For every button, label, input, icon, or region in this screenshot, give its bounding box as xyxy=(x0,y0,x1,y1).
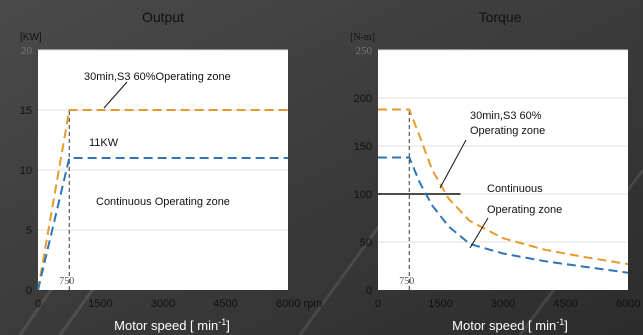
x-axis-label-text: Motor speed [ min xyxy=(114,318,218,333)
s3-annotation-pointer xyxy=(103,81,128,109)
continuous-annotation: Continuous Operating zone xyxy=(96,196,230,208)
s3-torque-curve xyxy=(378,108,629,266)
x-axis-label-suffix: ] xyxy=(564,318,568,333)
y-tick-label: 150 xyxy=(354,141,372,153)
continuous-torque-curve xyxy=(378,156,629,274)
x-tick-label: 1500 xyxy=(88,298,112,310)
s3-annotation-pointer xyxy=(439,139,467,189)
rated-power-annotation: 11KW xyxy=(89,137,119,149)
y-tick-label: 10 xyxy=(20,165,32,177)
y-tick-labels: 0 5 10 15 20 xyxy=(20,45,33,297)
base-speed-label: 750 xyxy=(399,276,414,287)
y-tick-label: 0 xyxy=(26,285,32,297)
y-tick-label: 250 xyxy=(356,45,373,57)
x-tick-label: 6000 r xyxy=(616,298,643,310)
x-tick-label: 6000 rpm xyxy=(276,298,322,310)
s3-annotation-line1: 30min,S3 60% xyxy=(470,110,542,122)
plot-area xyxy=(378,50,628,290)
continuous-annotation-pointer xyxy=(469,217,489,249)
x-tick-label: 0 xyxy=(375,298,381,310)
output-chart: Output [KW] 0 5 10 15 20 0 1500 3000 4500 6000 r… xyxy=(20,9,323,333)
x-tick-label: 3000 xyxy=(491,298,515,310)
x-tick-label: 3000 xyxy=(151,298,175,310)
continuous-output-curve xyxy=(37,157,288,291)
x-axis-label-superscript: -1 xyxy=(218,317,226,327)
x-tick-label: 4500 xyxy=(213,298,237,310)
x-tick-label: 0 xyxy=(35,298,41,310)
x-axis-label: Motor speed [ min-1] xyxy=(114,317,230,333)
s3-output-curve xyxy=(37,109,288,291)
y-tick-label: 200 xyxy=(354,93,372,105)
torque-chart: Torque [N-m] 0 50 100 150 200 250 0 1500 3000 45… xyxy=(350,9,643,333)
grid xyxy=(38,49,288,231)
x-tick-labels: 0 1500 3000 4500 6000 r xyxy=(375,298,643,310)
x-tick-label: 4500 xyxy=(553,298,577,310)
chart-title: Torque xyxy=(479,9,522,25)
s3-annotation: 30min,S3 60%Operating zone xyxy=(84,71,231,83)
y-axis-label: [N-m] xyxy=(350,32,375,43)
continuous-annotation-line2: Operating zone xyxy=(487,204,562,216)
x-axis-label-superscript: -1 xyxy=(556,317,564,327)
y-tick-label: 15 xyxy=(20,105,32,117)
x-axis-label-suffix: ] xyxy=(226,318,230,333)
y-axis-label: [KW] xyxy=(20,32,42,43)
continuous-annotation-line1: Continuous xyxy=(487,183,543,195)
y-tick-label: 5 xyxy=(26,225,32,237)
y-tick-label: 100 xyxy=(354,189,372,201)
s3-annotation-line2: Operating zone xyxy=(470,125,545,137)
y-tick-label: 0 xyxy=(366,285,372,297)
x-axis-label: Motor speed [ min-1] xyxy=(452,317,568,333)
y-tick-label: 50 xyxy=(360,237,372,249)
x-tick-label: 1500 xyxy=(428,298,452,310)
y-tick-labels: 0 50 100 150 200 250 xyxy=(354,45,373,297)
x-axis-label-text: Motor speed [ min xyxy=(452,318,556,333)
x-tick-labels: 0 1500 3000 4500 6000 rpm xyxy=(35,298,323,310)
y-tick-label: 20 xyxy=(21,45,33,57)
chart-title: Output xyxy=(142,9,184,25)
base-speed-label: 750 xyxy=(59,276,74,287)
